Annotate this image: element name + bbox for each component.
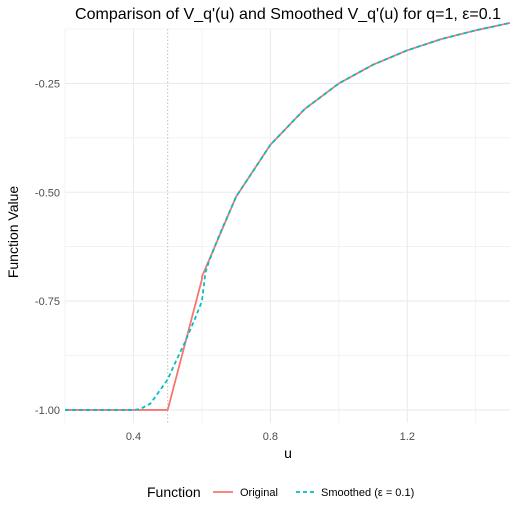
legend-title: Function <box>147 484 201 500</box>
x-axis-title: u <box>284 445 292 461</box>
series-line-original <box>65 22 511 411</box>
y-tick-label: -1.00 <box>35 405 60 417</box>
series-layer <box>65 22 511 411</box>
x-tick-label: 1.2 <box>400 431 415 443</box>
series-line-smoothed <box>65 22 511 411</box>
y-tick-label: -0.75 <box>35 296 60 308</box>
y-axis-title: Function Value <box>5 186 21 279</box>
x-tick-labels: 0.4 0.8 1.2 <box>126 431 415 443</box>
legend-label-smoothed: Smoothed (ε = 0.1) <box>321 487 414 499</box>
y-tick-label: -0.25 <box>35 78 60 90</box>
x-tick-label: 0.4 <box>126 431 141 443</box>
y-tick-labels: -1.00 -0.75 -0.50 -0.25 <box>35 78 60 417</box>
major-gridlines <box>65 29 510 423</box>
y-tick-label: -0.50 <box>35 187 60 199</box>
chart-title: Comparison of V_q'(u) and Smoothed V_q'(… <box>75 6 501 23</box>
minor-gridlines <box>64 28 510 423</box>
x-tick-label: 0.8 <box>263 431 278 443</box>
legend-label-original: Original <box>240 487 278 499</box>
legend: Function Original Smoothed (ε = 0.1) <box>147 484 414 500</box>
